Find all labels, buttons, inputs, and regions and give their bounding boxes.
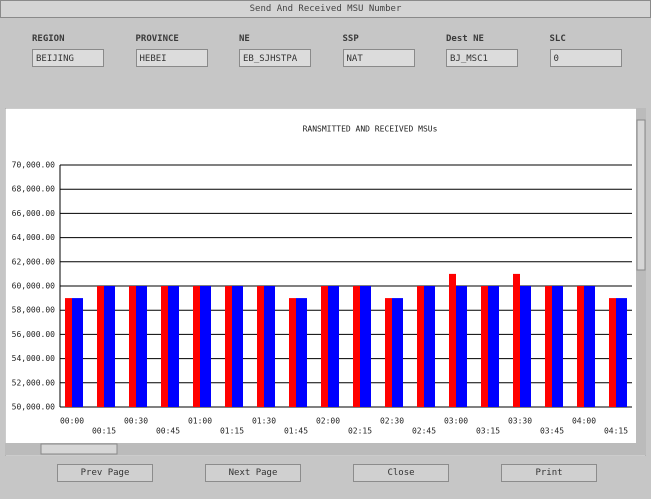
x-tick-label: 03:45 [540,427,564,436]
bar [161,286,168,407]
chart-title: RANSMITTED AND RECEIVED MSUs [303,125,438,134]
y-tick-label: 56,000.00 [12,330,56,339]
bar [392,298,403,407]
bar [289,298,296,407]
h-scrollbar[interactable] [5,443,646,455]
button[interactable]: Prev Page [57,464,153,482]
bar [385,298,392,407]
y-tick-label: 64,000.00 [12,233,56,242]
x-tick-label: 02:00 [316,417,340,426]
x-tick-label: 03:30 [508,417,532,426]
field-label: NE [239,34,250,44]
bar [225,286,232,407]
chart-panel: RANSMITTED AND RECEIVED MSUs 50,000.00 52… [5,108,646,456]
y-tick-label: 50,000.00 [12,403,56,412]
field-label: Dest NE [446,34,484,44]
x-tick-label: 02:30 [380,417,404,426]
field-value: EB_SJHSTPA [239,49,311,67]
field-label: PROVINCE [135,34,179,44]
bar [129,286,136,407]
bar [232,286,243,407]
x-tick-label: 02:45 [412,427,436,436]
x-tick-label: 01:30 [252,417,276,426]
field-value: HEBEI [135,49,208,67]
bar [200,286,211,407]
field-value: BJ_MSC1 [446,49,518,67]
field-label: SLC [549,34,566,44]
bar [616,298,627,407]
bar [168,286,179,407]
bar [136,286,147,407]
bar [296,298,307,407]
button[interactable]: Next Page [205,464,301,482]
bar [584,286,595,407]
h-scroll-thumb[interactable] [40,443,118,455]
v-scrollbar[interactable] [636,108,646,443]
x-tick-label: 01:00 [188,417,212,426]
bar [104,286,115,407]
x-tick-label: 04:00 [572,417,596,426]
x-tick-label: 02:15 [348,427,372,436]
y-tick-label: 54,000.00 [12,354,56,363]
bar [257,286,264,407]
bar [424,286,435,407]
bar [520,286,531,407]
field-label: REGION [32,34,65,44]
bar [360,286,371,407]
bar [65,298,72,407]
bar [488,286,499,407]
x-tick-label: 00:45 [156,427,180,436]
bar [97,286,104,407]
bar [328,286,339,407]
bar [449,273,456,407]
x-tick-label: 00:15 [92,427,116,436]
bar [193,286,200,407]
field-label: SSP [342,34,359,44]
button[interactable]: Print [501,464,597,482]
window-title: Send And Received MSU Number [0,0,651,18]
bar [353,286,360,407]
field-value: NAT [342,49,415,67]
bar [264,286,275,407]
x-tick-label: 01:45 [284,427,308,436]
y-tick-label: 68,000.00 [12,185,56,194]
bar [577,286,584,407]
x-tick-label: 04:15 [604,427,628,436]
y-tick-label: 52,000.00 [12,378,56,387]
field-value: BEIJING [32,49,104,67]
field-value: 0 [549,49,622,67]
y-tick-label: 66,000.00 [12,209,56,218]
v-scroll-thumb[interactable] [636,119,646,271]
bar [321,286,328,407]
bar [72,298,83,407]
bar [545,286,552,407]
y-tick-label: 60,000.00 [12,282,56,291]
y-tick-label: 58,000.00 [12,306,56,315]
bar [609,298,616,407]
x-tick-label: 03:00 [444,417,468,426]
bar [417,286,424,407]
y-tick-label: 62,000.00 [12,257,56,266]
x-tick-label: 01:15 [220,427,244,436]
x-tick-label: 00:30 [124,417,148,426]
button[interactable]: Close [353,464,449,482]
x-tick-label: 00:00 [60,417,84,426]
bar [456,286,467,407]
bar [552,286,563,407]
y-tick-label: 70,000.00 [12,161,56,170]
bar [513,273,520,407]
x-tick-label: 03:15 [476,427,500,436]
bar [481,286,488,407]
